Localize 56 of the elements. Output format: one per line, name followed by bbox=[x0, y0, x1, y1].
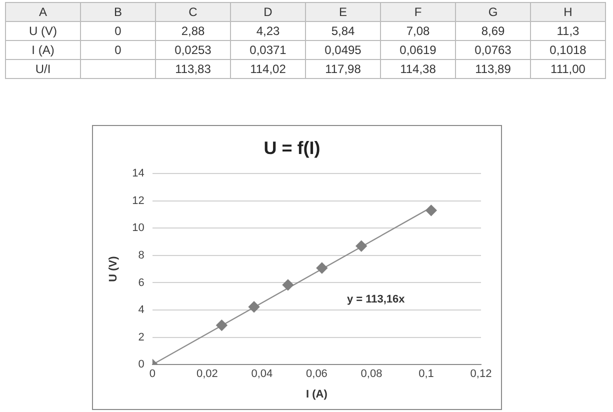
text: 0 bbox=[114, 43, 122, 57]
point bbox=[426, 204, 437, 216]
y-tick-label: 0 bbox=[138, 358, 144, 371]
y-tick-label: 6 bbox=[138, 276, 144, 289]
point bbox=[248, 301, 260, 312]
chart-title: U = f(I) bbox=[264, 138, 320, 158]
text: 0,0371 bbox=[250, 43, 286, 57]
text: 0,0763 bbox=[474, 43, 512, 57]
text: 111,00 bbox=[550, 62, 586, 76]
y-axis-title: U (V) bbox=[108, 256, 120, 282]
annotation: y = 113,16x bbox=[346, 294, 406, 306]
text: 0,0619 bbox=[400, 43, 436, 57]
point bbox=[216, 320, 228, 331]
x-tick-label: 0,02 bbox=[196, 368, 218, 380]
text: U (V) bbox=[29, 24, 57, 38]
text: 0,0253 bbox=[174, 43, 212, 57]
y-tick-label: 14 bbox=[132, 168, 144, 180]
text: 11,3 bbox=[556, 24, 580, 38]
text: 7,08 bbox=[406, 24, 430, 38]
x-tick-label: 0,04 bbox=[251, 368, 273, 380]
text: 0,0495 bbox=[324, 43, 362, 57]
text: 117,98 bbox=[325, 62, 361, 76]
y-tick-label: 10 bbox=[132, 222, 144, 234]
text: I (A) bbox=[32, 43, 54, 57]
category-label: E bbox=[306, 2, 380, 22]
x-axis-title: I (A) bbox=[306, 388, 328, 400]
y-tick-label: 12 bbox=[132, 194, 144, 207]
text: 114,38 bbox=[400, 62, 436, 76]
category-label: C bbox=[156, 2, 230, 22]
x-tick-label: 0,12 bbox=[470, 368, 492, 380]
text: 0 bbox=[114, 24, 122, 38]
text: U/I bbox=[35, 62, 51, 76]
text: 8,69 bbox=[481, 24, 505, 38]
x-tick-label: 0,08 bbox=[360, 368, 382, 380]
y-tick-label: 8 bbox=[138, 249, 144, 262]
text: 113,89 bbox=[475, 62, 511, 76]
category-label: A bbox=[6, 2, 80, 22]
x-tick-label: 0 bbox=[149, 368, 156, 380]
point bbox=[316, 262, 328, 274]
y-tick-label: 2 bbox=[138, 331, 144, 344]
point bbox=[356, 240, 367, 252]
text: 5,84 bbox=[331, 24, 355, 38]
category-label: F bbox=[380, 2, 456, 22]
y-tick-label: 4 bbox=[138, 304, 144, 316]
text: 0,1018 bbox=[550, 43, 586, 57]
x-tick-label: 0,06 bbox=[306, 368, 328, 380]
category-label: B bbox=[80, 2, 156, 22]
category-label: G bbox=[456, 2, 530, 22]
text: 113,83 bbox=[175, 62, 211, 76]
text: 4,23 bbox=[256, 24, 280, 38]
category-label: D bbox=[230, 2, 306, 22]
category-label: H bbox=[530, 2, 606, 22]
x-tick-label: 0,1 bbox=[418, 368, 434, 380]
text: 114,02 bbox=[250, 62, 286, 76]
text: 2,88 bbox=[181, 24, 205, 38]
point bbox=[282, 279, 294, 291]
